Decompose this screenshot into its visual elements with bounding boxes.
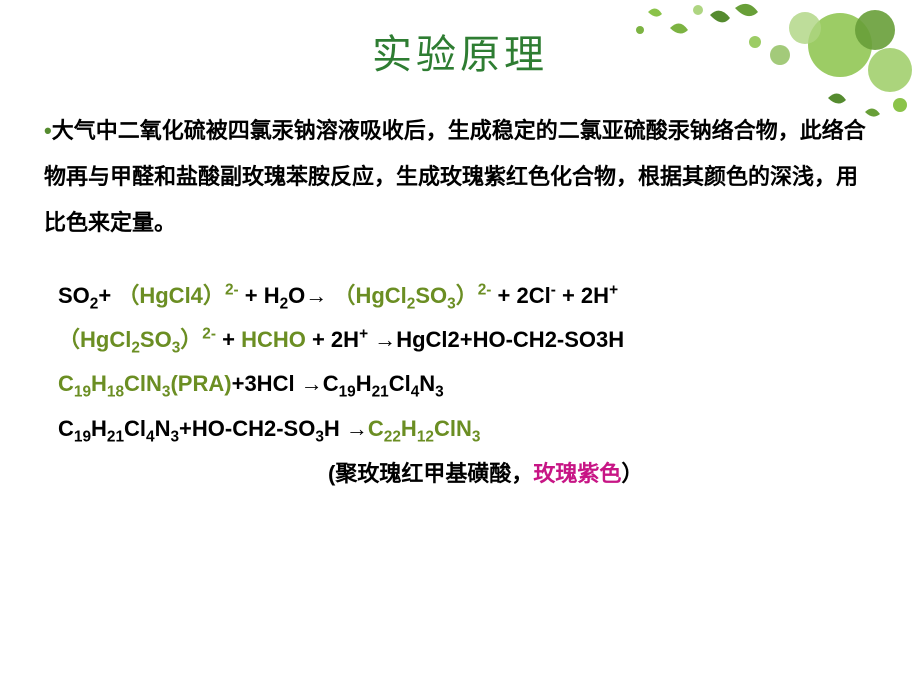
intro-text: 大气中二氧化硫被四氯汞钠溶液吸收后，生成稳定的二氯亚硫酸汞钠络合物，此络合物再与… [44, 118, 866, 235]
final-description: (聚玫瑰红甲基磺酸，玫瑰紫色） [58, 452, 876, 496]
equation-1: SO2+ （HgCl4）2- + H2O→ （HgCl2SO3）2- + 2Cl… [58, 275, 876, 319]
equation-3: C19H18ClN3(PRA)+3HCl →C19H21Cl4N3 [58, 363, 876, 407]
slide-title: 实验原理 [0, 0, 920, 108]
bullet-marker: • [44, 118, 52, 143]
equation-2: （HgCl2SO3）2- + HCHO + 2H+ →HgCl2+HO-CH2-… [58, 319, 876, 363]
equation-block: SO2+ （HgCl4）2- + H2O→ （HgCl2SO3）2- + 2Cl… [44, 275, 876, 497]
intro-paragraph: •大气中二氧化硫被四氯汞钠溶液吸收后，生成稳定的二氯亚硫酸汞钠络合物，此络合物再… [44, 108, 876, 247]
content-area: •大气中二氧化硫被四氯汞钠溶液吸收后，生成稳定的二氯亚硫酸汞钠络合物，此络合物再… [0, 108, 920, 496]
equation-4: C19H21Cl4N3+HO-CH2-SO3H →C22H12ClN3 [58, 408, 876, 452]
